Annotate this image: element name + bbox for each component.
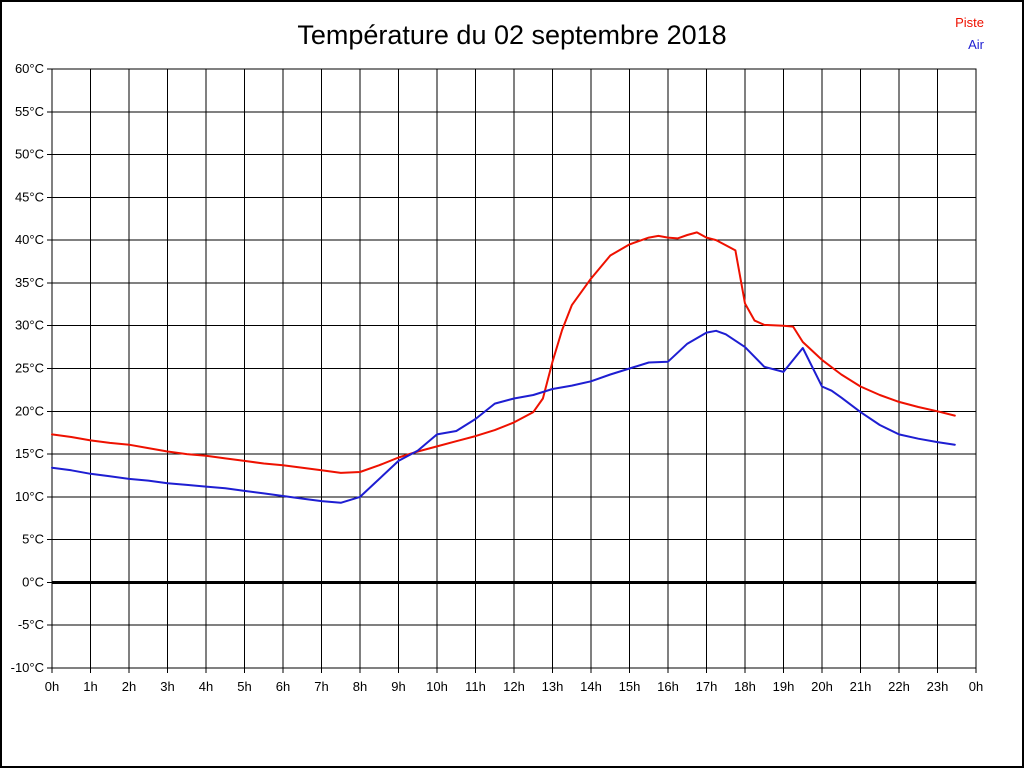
x-tick-label: 7h <box>314 679 328 694</box>
x-tick-label: 22h <box>888 679 910 694</box>
x-tick-label: 23h <box>927 679 949 694</box>
series-line-piste <box>51 231 956 474</box>
plot-frame <box>51 68 977 669</box>
x-tick-label: 17h <box>696 679 718 694</box>
legend: Piste Air <box>955 12 984 56</box>
y-tick-label: 20°C <box>15 403 44 418</box>
y-tick-label: 45°C <box>15 189 44 204</box>
legend-item-air: Air <box>968 37 984 52</box>
y-tick-label: 0°C <box>22 574 44 589</box>
series-line-air <box>51 329 956 504</box>
y-tick-label: 55°C <box>15 104 44 119</box>
x-tick-label: 8h <box>353 679 367 694</box>
x-tick-label: 14h <box>580 679 602 694</box>
x-tick-label: 12h <box>503 679 525 694</box>
x-tick-label: 4h <box>199 679 213 694</box>
x-tick-label: 11h <box>465 679 486 694</box>
x-tick-label: 1h <box>83 679 97 694</box>
x-tick-label: 9h <box>391 679 405 694</box>
x-tick-label: 15h <box>619 679 641 694</box>
x-tick-label: 13h <box>542 679 564 694</box>
y-tick-label: -5°C <box>18 617 44 632</box>
x-tick-label: 0h <box>969 679 983 694</box>
y-tick-label: 15°C <box>15 446 44 461</box>
x-tick-label: 19h <box>773 679 795 694</box>
x-tick-label: 2h <box>122 679 136 694</box>
y-tick-label: 35°C <box>15 275 44 290</box>
x-tick-label: 20h <box>811 679 833 694</box>
y-tick-label: 40°C <box>15 232 44 247</box>
x-tick-label: 16h <box>657 679 679 694</box>
x-tick-label: 10h <box>426 679 448 694</box>
y-tick-label: 5°C <box>22 532 44 547</box>
x-tick-label: 3h <box>160 679 174 694</box>
chart-title: Température du 02 septembre 2018 <box>297 20 727 50</box>
y-tick-label: 60°C <box>15 61 44 76</box>
y-tick-label: 25°C <box>15 361 44 376</box>
x-tick-label: 21h <box>850 679 872 694</box>
y-tick-label: 50°C <box>15 147 44 162</box>
x-tick-label: 18h <box>734 679 756 694</box>
x-tick-label: 6h <box>276 679 290 694</box>
legend-item-piste: Piste <box>955 15 984 30</box>
y-tick-label: 30°C <box>15 318 44 333</box>
y-tick-label: 10°C <box>15 489 44 504</box>
x-tick-label: 5h <box>237 679 251 694</box>
x-tick-label: 0h <box>45 679 59 694</box>
y-tick-label: -10°C <box>11 660 44 675</box>
